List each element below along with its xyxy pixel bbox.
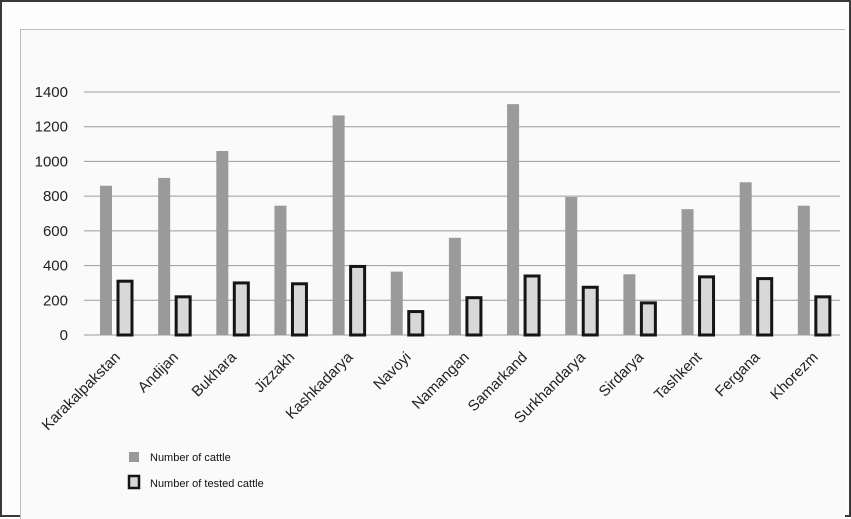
bar-number-of-cattle xyxy=(158,177,171,335)
x-category-label: Tashkent xyxy=(651,348,706,403)
x-category-label: Fergana xyxy=(712,348,764,400)
x-category-label: Sirdarya xyxy=(596,348,648,400)
bar-number-of-cattle xyxy=(448,237,461,335)
bar-number-of-cattle xyxy=(274,205,287,335)
y-tick-label: 0 xyxy=(60,327,68,344)
legend-label-number-of-tested-cattle: Number of tested cattle xyxy=(150,478,264,490)
y-tick-label: 800 xyxy=(43,188,68,205)
y-tick-label: 200 xyxy=(43,292,68,309)
x-category-label: Khorezm xyxy=(767,349,821,403)
bar-number-of-tested-cattle xyxy=(814,295,832,337)
legend-swatch-number-of-cattle xyxy=(129,452,139,462)
bar-number-of-tested-cattle xyxy=(581,285,599,337)
y-tick-label: 1400 xyxy=(35,84,68,101)
x-category-label: Bukhara xyxy=(189,348,241,400)
legend-label-number-of-cattle: Number of cattle xyxy=(150,452,231,464)
y-tick-label: 1200 xyxy=(35,119,68,136)
bar-number-of-cattle xyxy=(332,115,345,335)
y-tick-label: 600 xyxy=(43,223,68,240)
bar-number-of-cattle xyxy=(623,274,636,335)
bar-number-of-tested-cattle xyxy=(174,295,192,337)
bar-number-of-tested-cattle xyxy=(465,296,483,337)
bar-number-of-cattle xyxy=(681,209,694,335)
y-tick-label: 1000 xyxy=(35,153,68,170)
bar-number-of-cattle xyxy=(797,205,810,335)
bar-number-of-tested-cattle xyxy=(698,275,716,337)
x-category-label: Andijan xyxy=(135,349,182,396)
bar-number-of-tested-cattle xyxy=(116,279,134,337)
chart-panel xyxy=(20,29,845,519)
bar-number-of-cattle xyxy=(390,271,403,335)
bar-number-of-cattle xyxy=(565,197,578,335)
bar-number-of-cattle xyxy=(507,104,520,336)
x-category-label: Jizzakh xyxy=(251,349,298,396)
bar-number-of-tested-cattle xyxy=(290,282,308,337)
bar-number-of-tested-cattle xyxy=(407,310,425,337)
bar-number-of-tested-cattle xyxy=(232,281,250,337)
bar-number-of-tested-cattle xyxy=(523,274,541,337)
legend-swatch-number-of-tested-cattle xyxy=(127,474,141,490)
x-category-label: Karakalpakstan xyxy=(39,349,124,434)
bar-number-of-cattle xyxy=(100,185,112,335)
bar-number-of-cattle xyxy=(739,182,752,335)
x-category-label: Namangan xyxy=(409,349,473,413)
y-tick-label: 400 xyxy=(43,258,68,275)
bar-number-of-tested-cattle xyxy=(756,277,774,337)
bar-number-of-tested-cattle xyxy=(639,301,657,337)
bar-number-of-cattle xyxy=(216,151,229,335)
bar-number-of-tested-cattle xyxy=(349,264,367,337)
x-category-label: Navoyi xyxy=(370,349,414,393)
